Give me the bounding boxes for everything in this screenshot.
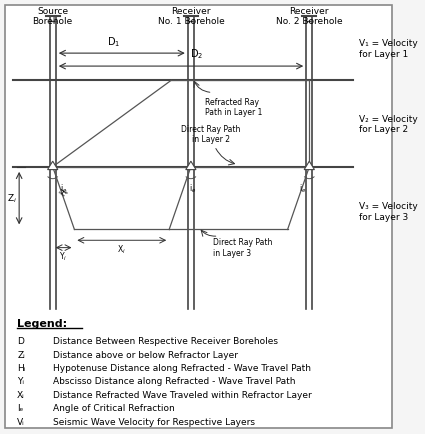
Text: Z$_i$: Z$_i$ [7,192,17,205]
Text: Hypotenuse Distance along Refracted - Wave Travel Path: Hypotenuse Distance along Refracted - Wa… [53,363,311,372]
Text: Abscisso Distance along Refracted - Wave Travel Path: Abscisso Distance along Refracted - Wave… [53,377,295,385]
Text: Zᵢ: Zᵢ [17,350,25,359]
Text: Seismic Wave Velocity for Respective Layers: Seismic Wave Velocity for Respective Lay… [53,417,255,426]
Text: Receiver
No. 2 Borehole: Receiver No. 2 Borehole [276,7,343,26]
Polygon shape [304,162,314,170]
Text: H$_i$: H$_i$ [57,185,73,200]
Text: Angle of Critical Refraction: Angle of Critical Refraction [53,403,174,412]
Text: X$_i$: X$_i$ [117,243,126,255]
Text: i$_e$: i$_e$ [189,183,196,195]
Text: Receiver
No. 1 Borehole: Receiver No. 1 Borehole [158,7,224,26]
Text: V₃ = Velocity
for Layer 3: V₃ = Velocity for Layer 3 [359,202,417,221]
Text: Hᵢ: Hᵢ [17,363,26,372]
Text: Direct Ray Path
in Layer 3: Direct Ray Path in Layer 3 [212,238,272,257]
Text: Iₑ: Iₑ [17,403,23,412]
Text: Vᵢ: Vᵢ [17,417,25,426]
Text: i$_e$: i$_e$ [60,183,67,195]
Text: D$_2$: D$_2$ [190,48,204,61]
Text: Distance Refracted Wave Traveled within Refractor Layer: Distance Refracted Wave Traveled within … [53,390,312,399]
Text: Y$_i$: Y$_i$ [60,250,68,263]
Text: Distance above or below Refractor Layer: Distance above or below Refractor Layer [53,350,238,359]
Text: Xᵢ: Xᵢ [17,390,25,399]
Text: Yᵢ: Yᵢ [17,377,24,385]
Text: Legend:: Legend: [17,318,67,328]
Polygon shape [48,162,58,170]
Text: i$_e$: i$_e$ [300,183,307,195]
Text: D$_1$: D$_1$ [107,35,121,48]
Text: Source
Borehole: Source Borehole [33,7,73,26]
Text: V₂ = Velocity
for Layer 2: V₂ = Velocity for Layer 2 [359,115,417,134]
Text: Refracted Ray
Path in Layer 1: Refracted Ray Path in Layer 1 [205,98,262,117]
Text: D: D [17,336,24,345]
FancyBboxPatch shape [6,6,392,428]
Polygon shape [186,162,196,170]
Text: V₁ = Velocity
for Layer 1: V₁ = Velocity for Layer 1 [359,39,417,59]
Text: Direct Ray Path
in Layer 2: Direct Ray Path in Layer 2 [181,124,240,144]
Text: Distance Between Respective Receiver Boreholes: Distance Between Respective Receiver Bor… [53,336,278,345]
